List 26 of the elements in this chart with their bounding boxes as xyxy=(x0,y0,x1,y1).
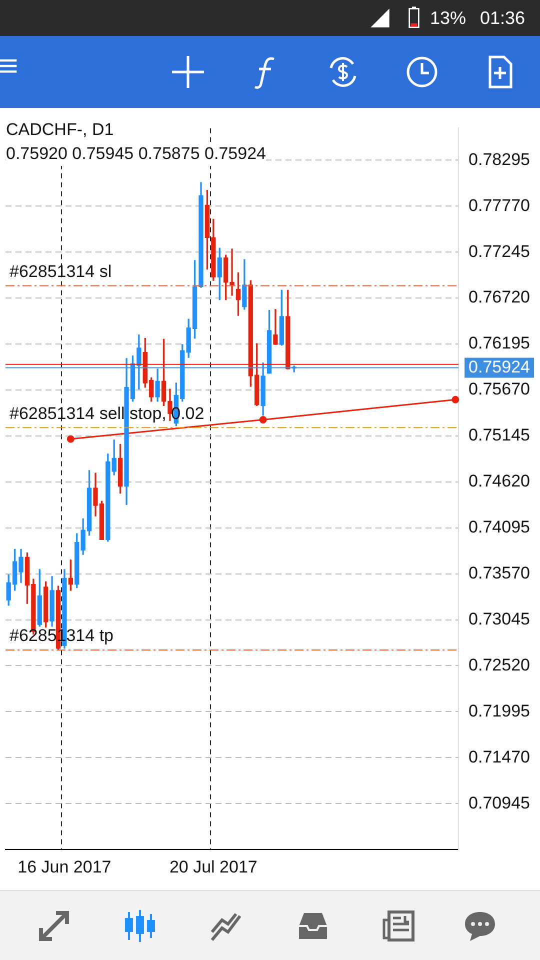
x-tick-label: 20 Jul 2017 xyxy=(169,857,258,876)
y-tick-label: 0.71995 xyxy=(468,701,530,720)
y-tick-label: 0.73045 xyxy=(468,609,530,628)
ref-line-label: #62851314 sl xyxy=(10,262,112,281)
x-tick-label: 16 Jun 2017 xyxy=(18,857,112,876)
ref-line-label: 0.75924 xyxy=(468,357,530,376)
point xyxy=(452,396,460,404)
point xyxy=(66,435,74,443)
y-tick-label: 0.73570 xyxy=(468,564,530,583)
text: 01:36 xyxy=(480,8,526,29)
y-tick-label: 0.77245 xyxy=(468,242,530,261)
y-tick-label: 0.76720 xyxy=(468,288,530,307)
point xyxy=(259,416,267,424)
text: 13% xyxy=(430,8,466,29)
y-tick-label: 0.74095 xyxy=(468,518,530,537)
y-tick-label: 0.75145 xyxy=(468,426,530,445)
y-tick-label: 0.77770 xyxy=(468,196,530,215)
y-tick-label: 0.78295 xyxy=(468,150,530,169)
chart-title: CADCHF-, D1 xyxy=(6,118,114,142)
y-tick-label: 0.72520 xyxy=(468,655,530,674)
y-tick-label: 0.75670 xyxy=(468,380,530,399)
y-tick-label: 0.70945 xyxy=(468,793,530,812)
y-tick-label: 0.76195 xyxy=(468,334,530,353)
text: 0.75920 0.75945 0.75875 0.75924 xyxy=(6,142,266,166)
y-tick-label: 0.74620 xyxy=(468,472,530,491)
y-tick-label: 0.71470 xyxy=(468,747,530,766)
